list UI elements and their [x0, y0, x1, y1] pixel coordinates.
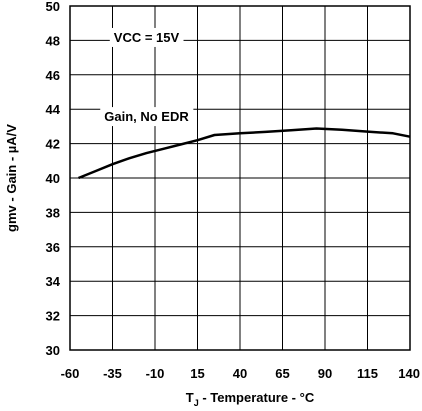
series-line [78, 127, 411, 180]
y-tick-label: 30 [46, 343, 60, 358]
x-tick-label: 90 [318, 366, 332, 381]
grid [69, 5, 411, 351]
x-tick-label: 40 [233, 366, 247, 381]
y-tick-label: 42 [46, 137, 60, 152]
x-axis-label-prefix: T [186, 390, 194, 405]
x-tick-labels: -60 -35 -10 15 40 65 90 115 140 [61, 366, 420, 381]
x-tick-label: 140 [398, 366, 420, 381]
annotation-bg [109, 27, 184, 47]
x-axis-label: TJ - Temperature - °C [186, 390, 315, 406]
x-tick-label: 115 [357, 366, 378, 381]
y-tick-labels: 30 32 34 36 38 40 42 44 46 48 50 [46, 0, 61, 358]
x-axis-label-subscript: J [194, 398, 199, 406]
x-tick-label: 65 [275, 366, 289, 381]
annotation-0: VCC = 15V [109, 27, 184, 47]
annotation-bg [100, 107, 194, 127]
y-tick-label: 36 [46, 240, 60, 255]
x-axis-label-suffix: - Temperature - °C [199, 390, 315, 405]
y-tick-label: 48 [46, 33, 60, 48]
plot-frame [69, 5, 411, 351]
annotations: VCC = 15V Gain, No EDR [100, 27, 194, 127]
y-tick-label: 44 [46, 102, 61, 117]
annotation-text: VCC = 15V [114, 30, 180, 45]
x-tick-label: -60 [61, 366, 80, 381]
annotation-1: Gain, No EDR [100, 107, 194, 127]
x-tick-label: -35 [103, 366, 122, 381]
y-tick-label: 46 [46, 68, 60, 83]
annotation-text: Gain, No EDR [104, 109, 189, 124]
y-tick-label: 38 [46, 205, 60, 220]
y-tick-label: 40 [46, 171, 60, 186]
x-tick-label: -10 [146, 366, 165, 381]
y-tick-label: 34 [46, 274, 61, 289]
y-axis-label: gmv - Gain - µA/V [4, 124, 19, 232]
y-tick-label: 50 [46, 0, 60, 14]
x-tick-label: 15 [190, 366, 204, 381]
y-tick-label: 32 [46, 309, 60, 324]
